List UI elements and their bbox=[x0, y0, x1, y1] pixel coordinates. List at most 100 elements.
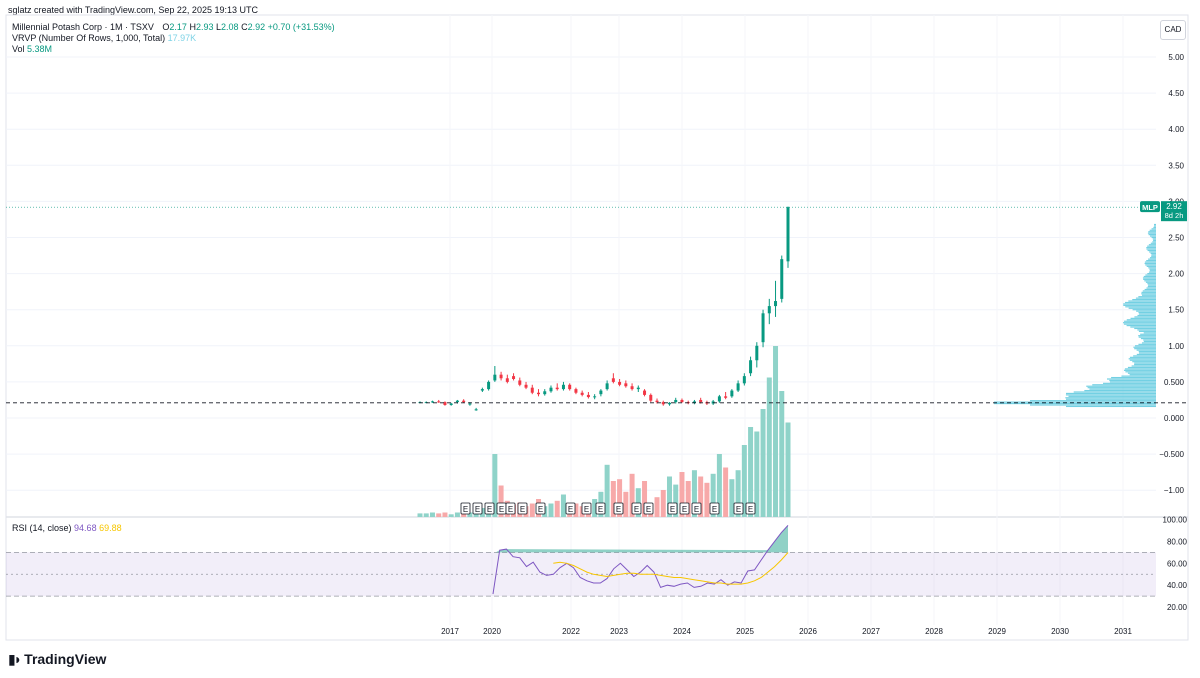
volume-profile-row bbox=[1147, 232, 1156, 234]
volume-profile-row bbox=[1143, 339, 1156, 341]
volume-profile-row bbox=[1142, 290, 1156, 292]
price-tick-label: 2.50 bbox=[1168, 234, 1184, 243]
price-tag-bg bbox=[1161, 201, 1187, 222]
rsi-tick-label: 40.00 bbox=[1167, 581, 1188, 590]
volume-profile-row bbox=[1147, 285, 1156, 288]
volume-profile-row bbox=[1123, 304, 1156, 306]
volume-profile-row bbox=[1138, 313, 1156, 315]
volume-profile-row bbox=[1149, 235, 1156, 237]
symbol-title: Millennial Potash Corp · 1M · TSXV bbox=[12, 22, 154, 32]
candle-body bbox=[786, 207, 790, 262]
volume-profile-row bbox=[1149, 251, 1156, 253]
time-tick-label: 2027 bbox=[862, 627, 880, 636]
candle-body bbox=[480, 389, 484, 391]
price-tick-label: 0.000 bbox=[1164, 414, 1185, 423]
volume-bar bbox=[766, 377, 772, 517]
volume-profile-row bbox=[1129, 359, 1156, 361]
volume-profile-row bbox=[1124, 320, 1156, 322]
candle-body bbox=[630, 386, 634, 390]
close-label: C bbox=[241, 22, 248, 32]
earnings-marker bbox=[535, 502, 546, 515]
rsi-tick-label: 100.00 bbox=[1163, 516, 1188, 525]
volume-profile-row bbox=[1151, 254, 1156, 256]
earnings-marker-label: E bbox=[475, 505, 480, 514]
volume-profile-row bbox=[1146, 287, 1156, 289]
volume-bar bbox=[735, 470, 741, 517]
currency-button[interactable]: CAD bbox=[1160, 20, 1186, 40]
rsi-overbought-fill bbox=[495, 525, 788, 553]
volume-bar bbox=[748, 427, 754, 517]
earnings-marker bbox=[595, 502, 606, 515]
volume-profile-row bbox=[1144, 288, 1156, 291]
volume-profile-row bbox=[1144, 262, 1156, 265]
volume-profile-row bbox=[1141, 291, 1156, 293]
volume-profile-row bbox=[1127, 366, 1156, 369]
candle-body bbox=[543, 391, 547, 395]
symbol-tag: MLP bbox=[1142, 203, 1158, 212]
low-label: L bbox=[216, 22, 222, 32]
earnings-marker bbox=[643, 502, 654, 515]
time-tick-label: 2025 bbox=[736, 627, 754, 636]
earnings-marker bbox=[517, 502, 528, 515]
volume-profile-row bbox=[1137, 314, 1156, 317]
volume-profile-row bbox=[1109, 381, 1156, 383]
candle-body bbox=[636, 387, 640, 390]
volume-profile-row bbox=[1144, 261, 1156, 263]
volume-bar bbox=[492, 454, 498, 517]
vrvp-legend: VRVP (Number Of Rows, 1,000, Total) 17.9… bbox=[12, 33, 196, 44]
earnings-marker-label: E bbox=[508, 505, 513, 514]
candle-body bbox=[649, 394, 653, 401]
grid-lines bbox=[5, 14, 1189, 641]
candle-body bbox=[512, 376, 516, 380]
volume-profile-row bbox=[1066, 392, 1156, 395]
volume-bar bbox=[741, 445, 747, 517]
volume-profile-row bbox=[1128, 307, 1156, 309]
volume-profile-row bbox=[1109, 379, 1156, 382]
candle-body bbox=[661, 402, 665, 405]
volume-profile-row bbox=[1153, 226, 1156, 228]
volume-bar bbox=[560, 494, 566, 517]
earnings-marker-label: E bbox=[538, 505, 543, 514]
time-tick-label: 2029 bbox=[988, 627, 1006, 636]
volume-profile-row bbox=[1138, 352, 1156, 354]
volume-profile-row bbox=[1125, 301, 1156, 304]
volume-profile-row bbox=[1138, 296, 1156, 298]
volume-profile-row bbox=[1123, 322, 1156, 324]
earnings-marker bbox=[484, 502, 495, 515]
time-tick-label: 2017 bbox=[441, 627, 459, 636]
candle-body bbox=[749, 360, 753, 374]
volume-profile-row bbox=[1138, 343, 1156, 345]
candle-body bbox=[493, 374, 497, 381]
volume-bar bbox=[691, 470, 697, 517]
volume-profile-row bbox=[1148, 244, 1156, 246]
candle-body bbox=[586, 394, 590, 398]
earnings-marker bbox=[460, 502, 471, 515]
volume-profile-row bbox=[1130, 317, 1156, 319]
volume-profile-row bbox=[1147, 283, 1156, 285]
high-value: 2.93 bbox=[195, 22, 214, 32]
close-value: 2.92 bbox=[247, 22, 266, 32]
volume-bar bbox=[548, 503, 554, 517]
low-value: 2.08 bbox=[221, 22, 239, 32]
volume-profile-row bbox=[1143, 275, 1156, 278]
main-legend: Millennial Potash Corp · 1M · TSXV O2.17… bbox=[12, 22, 335, 33]
volume-profile-row bbox=[1146, 247, 1156, 249]
volume-profile-row bbox=[1126, 319, 1156, 321]
candle-body bbox=[755, 345, 759, 361]
earnings-marker-label: E bbox=[748, 505, 753, 514]
volume-profile-row bbox=[1141, 293, 1156, 295]
price-tick-label: 2.00 bbox=[1168, 270, 1184, 279]
earnings-marker bbox=[505, 502, 516, 515]
volume-profile-row bbox=[1142, 277, 1156, 279]
candle-body bbox=[655, 400, 659, 403]
rsi-tick-label: 20.00 bbox=[1167, 603, 1188, 612]
earnings-marker bbox=[565, 502, 576, 515]
volume-bar bbox=[498, 485, 504, 517]
volume-profile-row bbox=[1131, 365, 1156, 367]
volume-profile-row bbox=[1136, 310, 1156, 312]
volume-profile-row bbox=[1146, 265, 1156, 267]
volume-profile-row bbox=[1123, 303, 1156, 305]
earnings-marker-label: E bbox=[694, 505, 699, 514]
candle-body bbox=[443, 402, 447, 406]
